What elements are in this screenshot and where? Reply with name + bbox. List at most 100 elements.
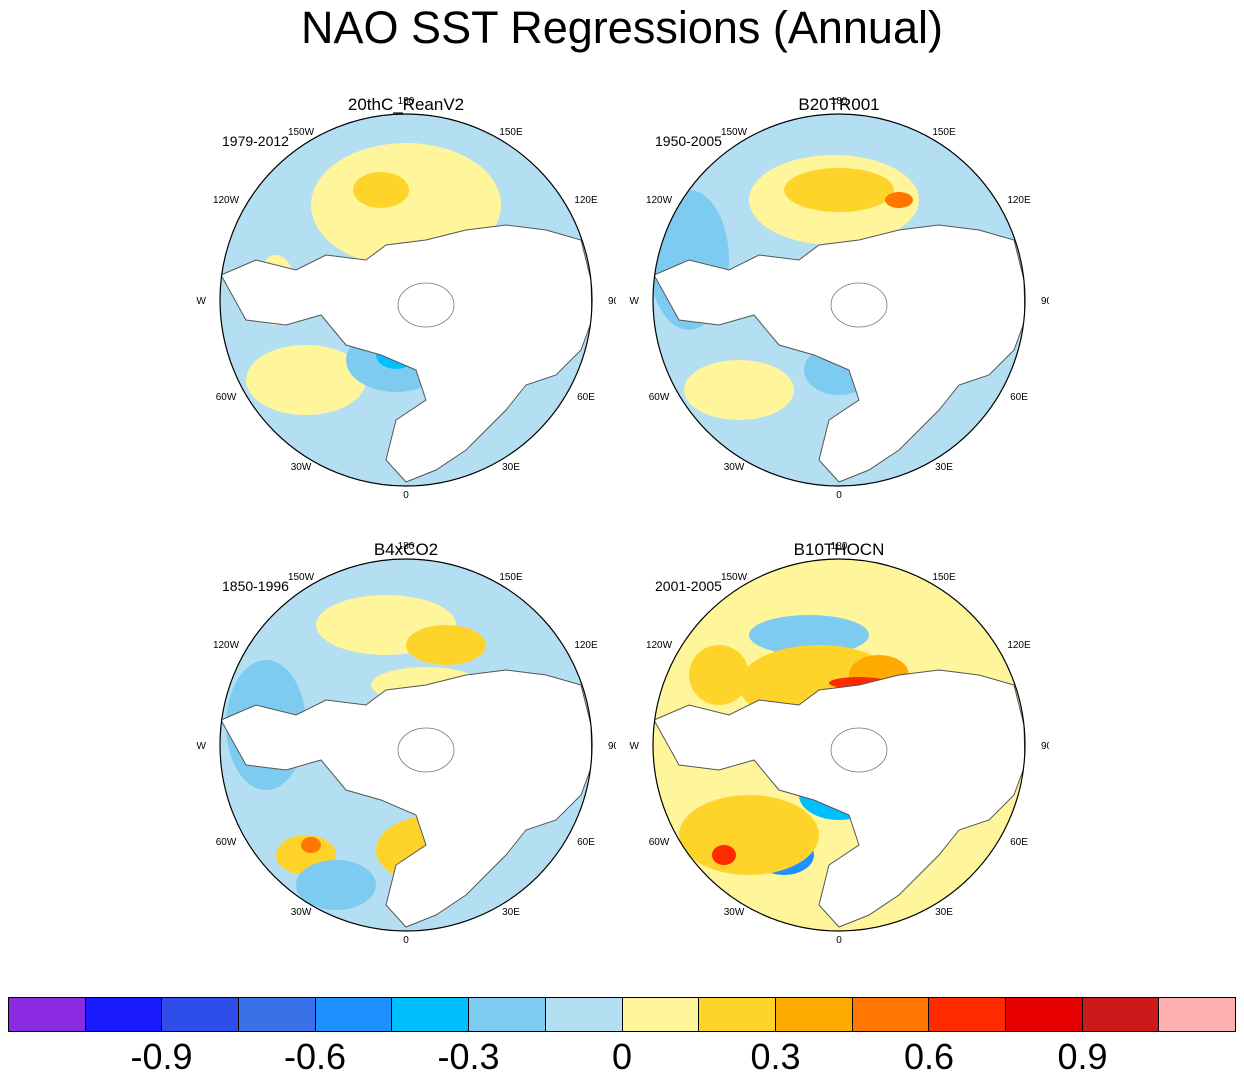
- longitude-label: 120W: [646, 640, 673, 651]
- sst-anomaly-region: [301, 837, 321, 853]
- colorbar-tick-label: 0.6: [903, 1036, 955, 1077]
- longitude-label: 90E: [1041, 296, 1049, 307]
- longitude-label: 0: [836, 490, 842, 501]
- colorbar-swatch: [9, 998, 86, 1031]
- map-border: [652, 113, 1026, 487]
- sst-anomaly-region: [246, 345, 366, 415]
- longitude-label: 30W: [724, 907, 745, 918]
- longitude-label: 180: [398, 541, 415, 552]
- figure-title: NAO SST Regressions (Annual): [301, 2, 943, 53]
- landmass: [653, 669, 1025, 928]
- colorbar-tick-label: 0.3: [750, 1036, 801, 1077]
- polar-map: 180 150W 150E 120W 120E 90W 90E 60W 60E 30W 30E 0: [629, 96, 1049, 501]
- longitude-label: 180: [398, 96, 415, 107]
- longitude-label: 90W: [196, 296, 207, 307]
- longitude-label: 60W: [216, 392, 237, 403]
- arctic-ice: [397, 727, 455, 773]
- panel-title: B20TR001: [798, 95, 880, 114]
- longitude-label: 90E: [608, 741, 616, 752]
- longitude-label: 60E: [1010, 392, 1028, 403]
- map-border: [219, 113, 593, 487]
- colorbar-swatch: [1005, 998, 1083, 1031]
- colorbar-swatch: [699, 998, 776, 1031]
- polar-map: 180 150W 150E 120W 120E 90W 90E 60W 60E 30W 30E 0: [196, 96, 616, 501]
- longitude-label: 150W: [721, 127, 748, 138]
- colorbar-tick-label: -0.9: [130, 1036, 193, 1077]
- colorbar-swatch: [852, 998, 930, 1031]
- longitude-label: 150E: [932, 127, 956, 138]
- longitude-label: 120W: [213, 640, 240, 651]
- colorbar-swatch: [1159, 998, 1235, 1031]
- panel-20thc-reanv2: 20thC_ReanV2 1979-2012 180 150W 150E 120W 12…: [196, 95, 616, 535]
- colorbar-swatch: [545, 998, 623, 1031]
- longitude-label: 150E: [499, 127, 523, 138]
- panel-b4xco2: B4xCO2 1850-1996 180 150W 150E 120W 120E 90W 9…: [196, 540, 616, 980]
- longitude-label: 90W: [196, 741, 207, 752]
- longitude-label: 90E: [608, 296, 616, 307]
- longitude-label: 120E: [574, 195, 598, 206]
- longitude-label: 120W: [646, 195, 673, 206]
- colorbar: [8, 997, 1236, 1032]
- colorbar-swatch: [775, 998, 853, 1031]
- longitude-label: 150W: [721, 572, 748, 583]
- longitude-label: 120E: [1007, 195, 1031, 206]
- sst-anomaly-region: [296, 860, 376, 910]
- panel-title: B10THOCN: [793, 540, 885, 559]
- sst-anomaly-region: [712, 845, 736, 865]
- arctic-ice: [397, 282, 455, 328]
- colorbar-tick-label: -0.3: [437, 1036, 500, 1077]
- panel-title: B4xCO2: [373, 540, 439, 559]
- panel-period: 1950-2005: [655, 133, 722, 149]
- map-border: [219, 558, 593, 932]
- panel-b20tr001: B20TR001 1950-2005 180 150W 150E 120W 120E 90…: [629, 95, 1049, 535]
- colorbar-swatch: [929, 998, 1006, 1031]
- longitude-label: 30W: [724, 462, 745, 473]
- colorbar-swatch: [239, 998, 316, 1031]
- longitude-label: 60W: [649, 837, 670, 848]
- longitude-label: 180: [831, 541, 848, 552]
- longitude-label: 60E: [577, 837, 595, 848]
- sst-anomaly-region: [684, 360, 794, 420]
- longitude-label: 30W: [291, 907, 312, 918]
- landmass: [220, 224, 592, 483]
- colorbar-tick-label: 0.9: [1057, 1036, 1108, 1077]
- sst-anomaly-region: [885, 192, 913, 208]
- longitude-label: 120E: [1007, 640, 1031, 651]
- longitude-label: 60E: [577, 392, 595, 403]
- longitude-label: 0: [403, 490, 409, 501]
- landmass: [220, 669, 592, 928]
- landmass: [653, 224, 1025, 483]
- sst-anomaly-region: [679, 795, 819, 875]
- longitude-label: 60E: [1010, 837, 1028, 848]
- longitude-label: 120W: [213, 195, 240, 206]
- longitude-label: 0: [403, 935, 409, 946]
- longitude-label: 30E: [935, 462, 953, 473]
- longitude-label: 90W: [629, 741, 640, 752]
- arctic-ice: [830, 282, 888, 328]
- panel-title: 20thC_ReanV2: [347, 95, 465, 114]
- colorbar-swatch: [85, 998, 163, 1031]
- longitude-label: 180: [831, 96, 848, 107]
- sst-anomaly-region: [353, 172, 409, 208]
- colorbar-swatch: [392, 998, 470, 1031]
- polar-map: 180 150W 150E 120W 120E 90W 90E 60W 60E 30W 30E 0: [196, 541, 616, 946]
- longitude-label: 150E: [932, 572, 956, 583]
- longitude-label: 90W: [629, 296, 640, 307]
- colorbar-tick-label: -0.6: [283, 1036, 347, 1077]
- longitude-label: 30W: [291, 462, 312, 473]
- map-border: [652, 558, 1026, 932]
- sst-anomaly-region: [689, 645, 749, 705]
- sst-anomaly-region: [784, 168, 894, 212]
- colorbar-swatch: [1082, 998, 1160, 1031]
- colorbar-swatch: [622, 998, 700, 1031]
- panel-period: 1979-2012: [222, 133, 289, 149]
- panel-period: 2001-2005: [655, 578, 722, 594]
- colorbar-tick-label: 0: [611, 1036, 633, 1077]
- colorbar-swatch: [315, 998, 393, 1031]
- longitude-label: 90E: [1041, 741, 1049, 752]
- longitude-label: 30E: [935, 907, 953, 918]
- longitude-label: 60W: [649, 392, 670, 403]
- longitude-label: 60W: [216, 837, 237, 848]
- longitude-label: 150W: [288, 127, 315, 138]
- longitude-label: 30E: [502, 907, 520, 918]
